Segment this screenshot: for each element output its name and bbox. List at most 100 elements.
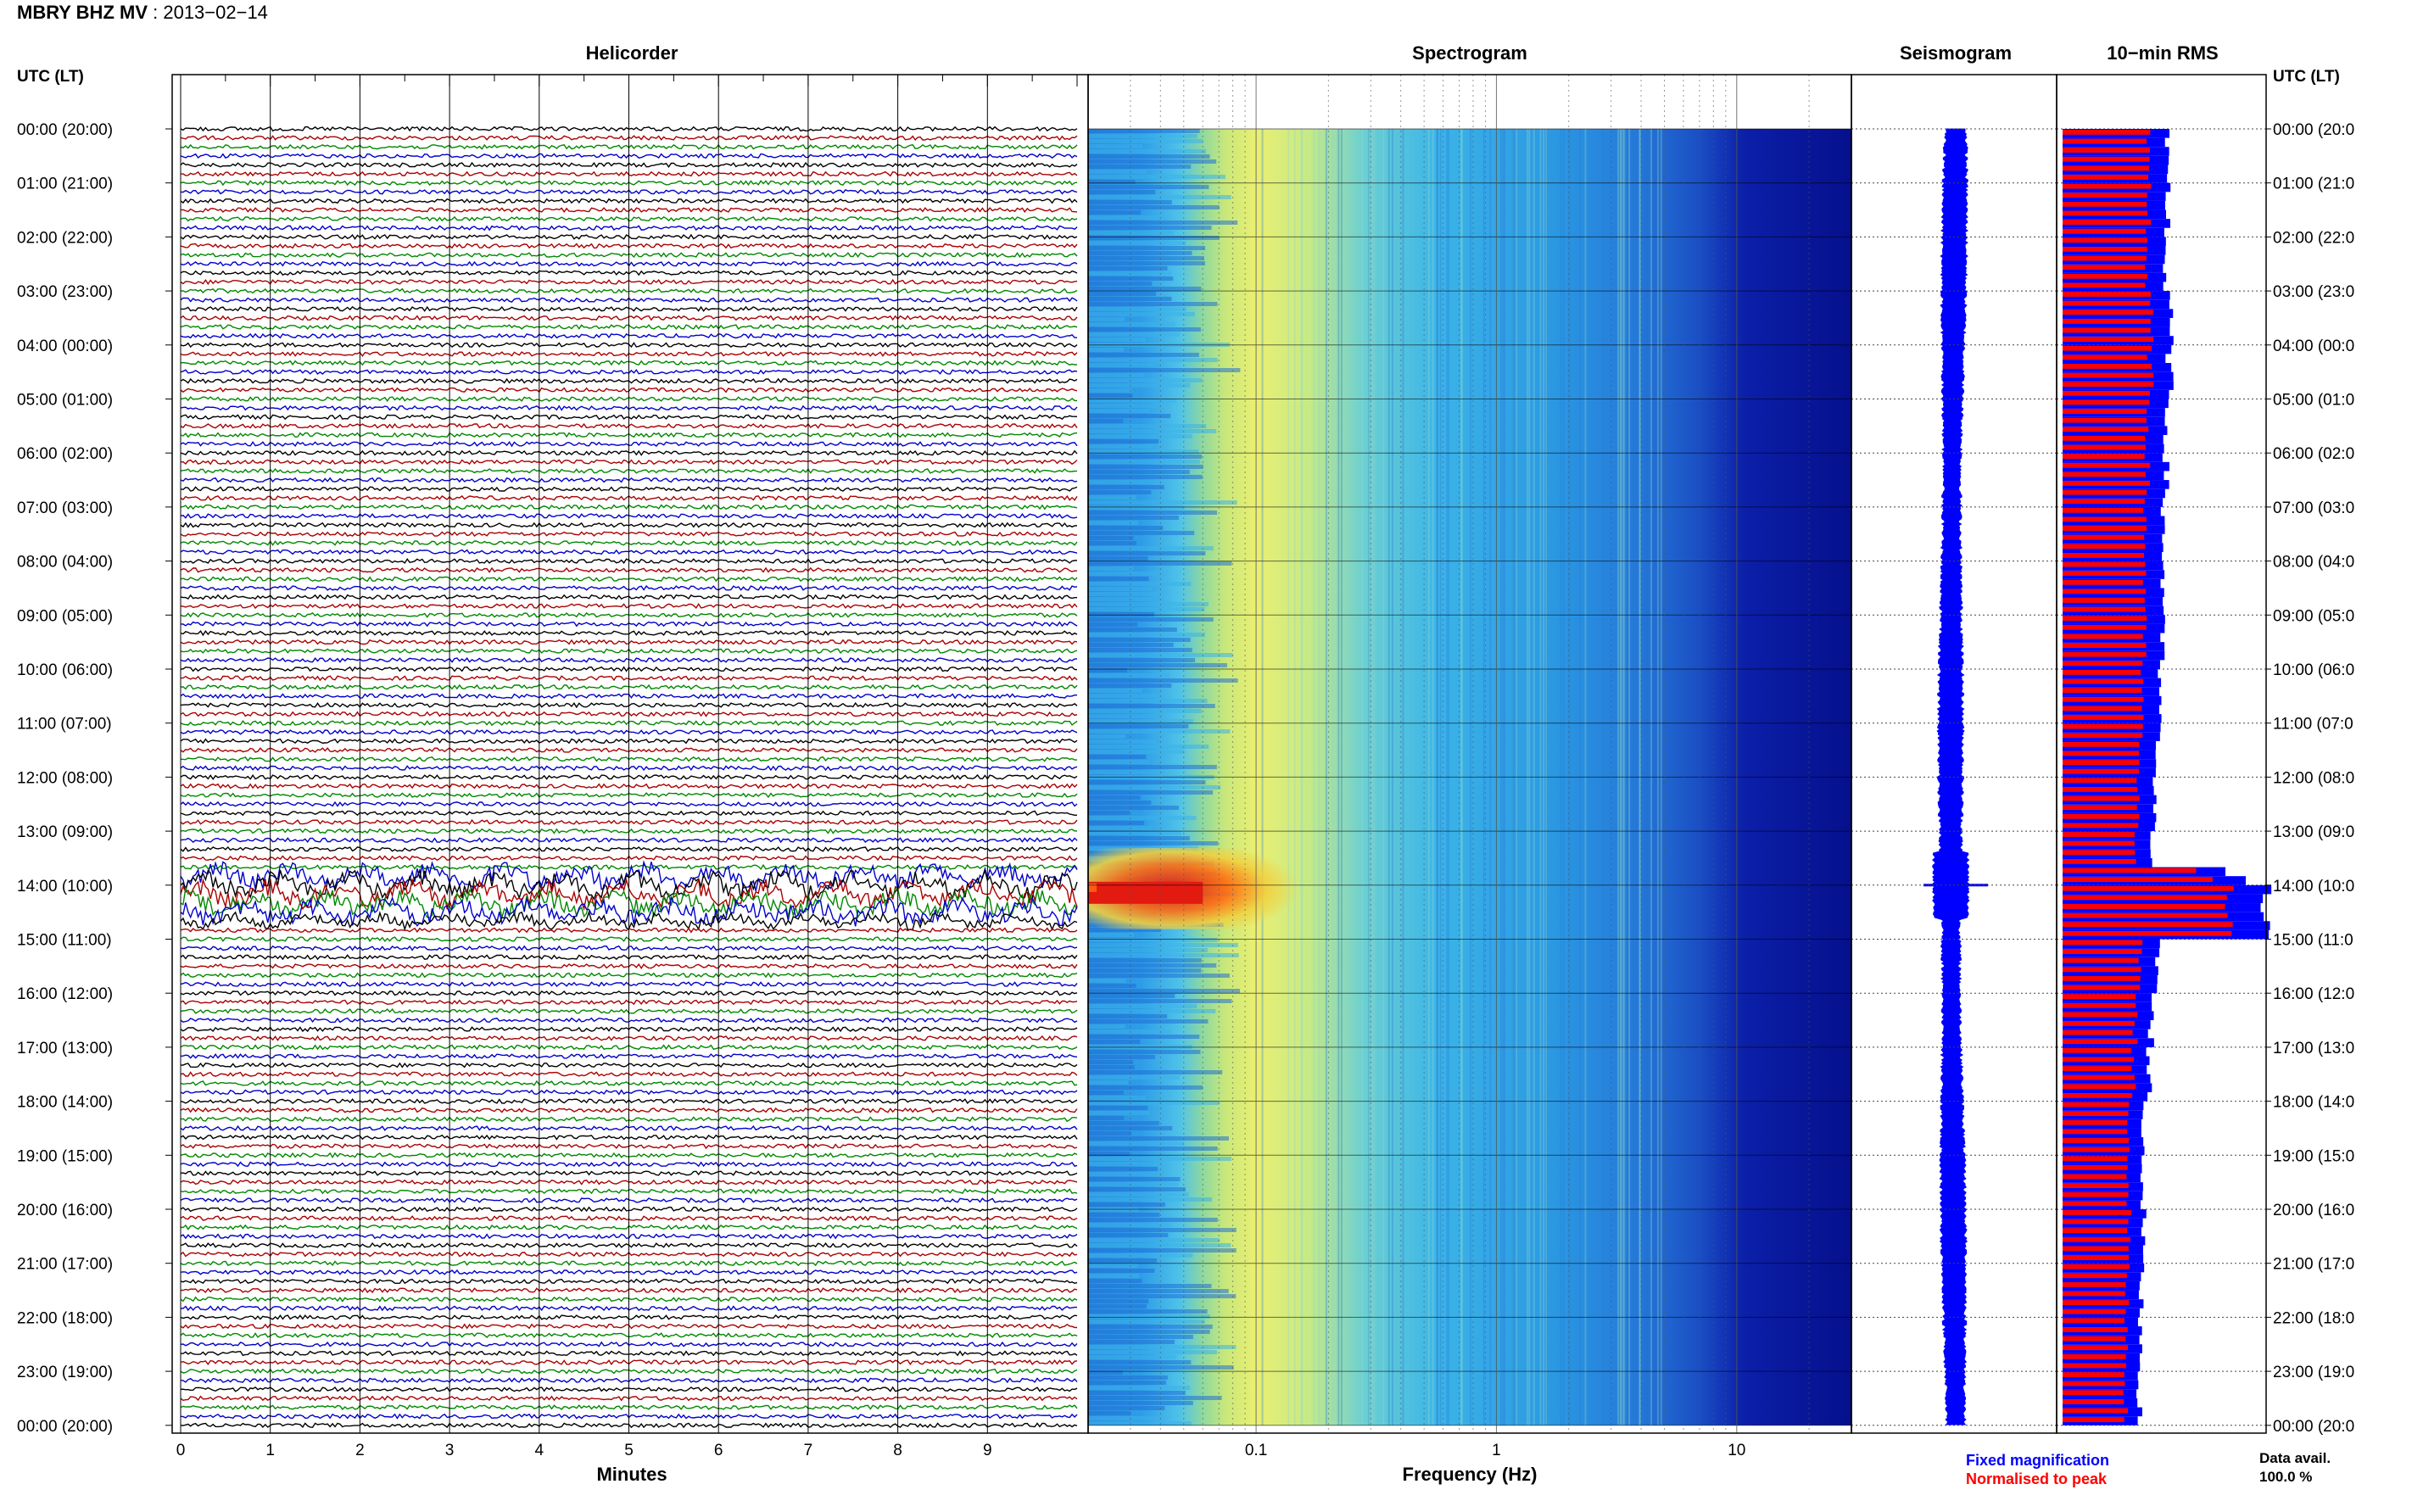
spectrogram-stripe xyxy=(1088,1330,1210,1334)
left-hour-label: 17:00 (13:00) xyxy=(17,1040,113,1057)
spectrogram-stripe xyxy=(1088,958,1202,962)
left-hour-label: 19:00 (15:00) xyxy=(17,1147,113,1165)
rms-bar-normalised xyxy=(2063,318,2151,324)
spectrogram-stripe xyxy=(1088,709,1202,713)
rms-bar-normalised xyxy=(2063,1236,2130,1242)
spectrogram-stripe xyxy=(1088,516,1179,520)
spectrogram-stripe xyxy=(1088,1106,1148,1110)
spectrogram-stripe xyxy=(1088,760,1149,764)
spectrogram-stripe xyxy=(1088,984,1136,988)
rms-bar-normalised xyxy=(2063,265,2146,271)
spectrogram-stripe xyxy=(1088,638,1191,642)
right-hour-label: 12:00 (08:0 xyxy=(2273,769,2354,787)
spectrogram-stripe xyxy=(1088,490,1152,494)
rms-bar-normalised xyxy=(2063,255,2147,261)
rms-bar-normalised xyxy=(2063,201,2147,207)
rms-bar-normalised xyxy=(2063,1308,2126,1314)
rms-bar-normalised xyxy=(2063,481,2151,486)
rms-bar-normalised xyxy=(2063,372,2154,378)
rms-bar-normalised xyxy=(2063,1039,2138,1045)
panel-frame xyxy=(2056,74,2267,1434)
rms-bar-normalised xyxy=(2063,795,2140,801)
right-hour-label: 11:00 (07:0 xyxy=(2273,716,2353,734)
rms-bar-normalised xyxy=(2063,598,2145,603)
helicorder-x-tick-label: 8 xyxy=(893,1442,902,1459)
spectrogram-stripe xyxy=(1088,739,1157,744)
spectrogram-stripe xyxy=(1088,974,1230,978)
spectrogram-stripe xyxy=(1088,1401,1193,1405)
rms-bar-normalised xyxy=(2063,750,2139,756)
rms-bar-normalised xyxy=(2063,678,2144,684)
right-hour-label: 09:00 (05:0 xyxy=(2273,607,2354,625)
spectrogram-stripe xyxy=(1088,592,1159,596)
spectrogram-stripe xyxy=(1088,1085,1203,1090)
seismogram-trace xyxy=(1932,128,1970,1426)
spectrogram-stripe xyxy=(1088,200,1172,204)
spectrogram-stripe xyxy=(1088,683,1172,688)
data-availability-label: Data avail. xyxy=(2259,1450,2331,1466)
spectrogram-stripe xyxy=(1088,500,1237,505)
spectrogram-stripe xyxy=(1088,1060,1133,1064)
rms-bar-normalised xyxy=(2063,651,2147,657)
spectrogram-stripe xyxy=(1088,378,1203,382)
spectrogram-x-tick-label: 1 xyxy=(1492,1442,1501,1459)
spectrogram-x-label: Frequency (Hz) xyxy=(1402,1464,1538,1485)
spectrogram-stripe xyxy=(1088,795,1141,800)
left-hour-label: 23:00 (19:00) xyxy=(17,1364,113,1381)
rms-bar-normalised xyxy=(2063,399,2150,405)
rms-bar-normalised xyxy=(2063,850,2136,856)
spectrogram-stripe xyxy=(1088,948,1208,952)
spectrogram-stripe xyxy=(1088,1269,1155,1273)
spectrogram-stripe xyxy=(1088,439,1159,444)
rms-bar-normalised xyxy=(2063,706,2142,711)
spectrogram-stripe xyxy=(1088,363,1156,367)
spectrogram-stripe xyxy=(1088,587,1153,591)
spectrogram-stripe xyxy=(1088,821,1145,825)
rms-bar-normalised xyxy=(2063,1174,2127,1180)
spectrogram-stripe xyxy=(1088,368,1241,372)
spectrogram-stripe xyxy=(1088,409,1150,413)
left-hour-label: 21:00 (17:00) xyxy=(17,1256,113,1274)
spectrogram-stripe xyxy=(1088,1101,1220,1105)
spectrogram-stripe xyxy=(1088,1177,1181,1181)
right-hour-label: 22:00 (18:0 xyxy=(2273,1309,2354,1327)
right-hour-label: 01:00 (21:0 xyxy=(2273,176,2354,193)
spectrogram-stripe xyxy=(1088,505,1184,510)
spectrogram-stripe xyxy=(1088,460,1200,464)
rms-bar-normalised xyxy=(2063,1164,2128,1170)
rms-bar-normalised xyxy=(2063,1074,2135,1080)
spectrogram-stripe xyxy=(1088,1233,1169,1237)
spectrogram-stripe xyxy=(1088,1197,1212,1202)
spectrogram-stripe xyxy=(1088,261,1205,265)
spectrogram-stripe xyxy=(1088,1421,1192,1426)
spectrogram-stripe xyxy=(1088,780,1206,784)
spectrogram-stripe xyxy=(1088,1187,1186,1191)
spectrogram-stripe xyxy=(1088,195,1231,199)
rms-bar-normalised xyxy=(2063,1381,2125,1386)
left-hour-label: 01:00 (21:00) xyxy=(17,176,113,193)
left-hour-label: 14:00 (10:00) xyxy=(17,878,113,895)
rms-bar-normalised xyxy=(2063,858,2136,864)
rms-bar-normalised xyxy=(2063,156,2150,162)
spectrogram-x-tick-label: 10 xyxy=(1728,1442,1745,1459)
left-hour-label: 05:00 (01:00) xyxy=(17,392,113,410)
spectrogram-stripe xyxy=(1088,1238,1220,1242)
spectrogram-stripe xyxy=(1088,134,1198,138)
left-hour-label: 16:00 (12:00) xyxy=(17,985,113,1003)
spectrogram-stripe xyxy=(1088,287,1202,291)
rms-bar-normalised xyxy=(2063,364,2152,369)
spectrogram-stripe xyxy=(1088,1279,1142,1283)
spectrogram-stripe xyxy=(1088,1157,1231,1161)
rms-bar-normalised xyxy=(2063,183,2152,189)
rms-bar-normalised xyxy=(2063,382,2154,388)
rms-bar-normalised xyxy=(2063,912,2228,918)
rms-bar-normalised xyxy=(2063,1119,2128,1125)
spectrogram-stripe xyxy=(1088,785,1221,789)
spectrogram-stripe xyxy=(1088,1024,1125,1029)
spectrogram-stripe xyxy=(1088,1314,1210,1319)
rms-bar-normalised xyxy=(2063,1363,2126,1369)
rms-bar-normalised xyxy=(2063,840,2135,846)
rms-bar-normalised xyxy=(2063,228,2147,234)
rms-bar-normalised xyxy=(2063,930,2232,936)
rms-bar-normalised xyxy=(2063,813,2140,819)
